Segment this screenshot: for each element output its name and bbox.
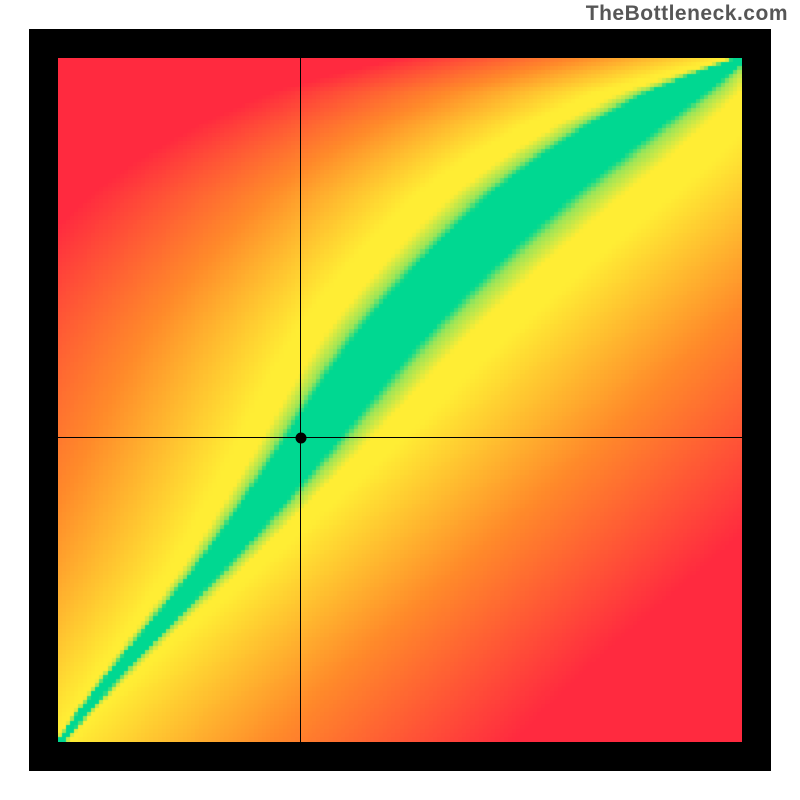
crosshair-vertical — [300, 58, 301, 742]
watermark-text: TheBottleneck.com — [586, 2, 788, 26]
crosshair-horizontal — [58, 437, 742, 438]
marker-dot — [295, 432, 306, 443]
chart-container: TheBottleneck.com — [0, 0, 800, 800]
heatmap-canvas — [58, 58, 742, 742]
